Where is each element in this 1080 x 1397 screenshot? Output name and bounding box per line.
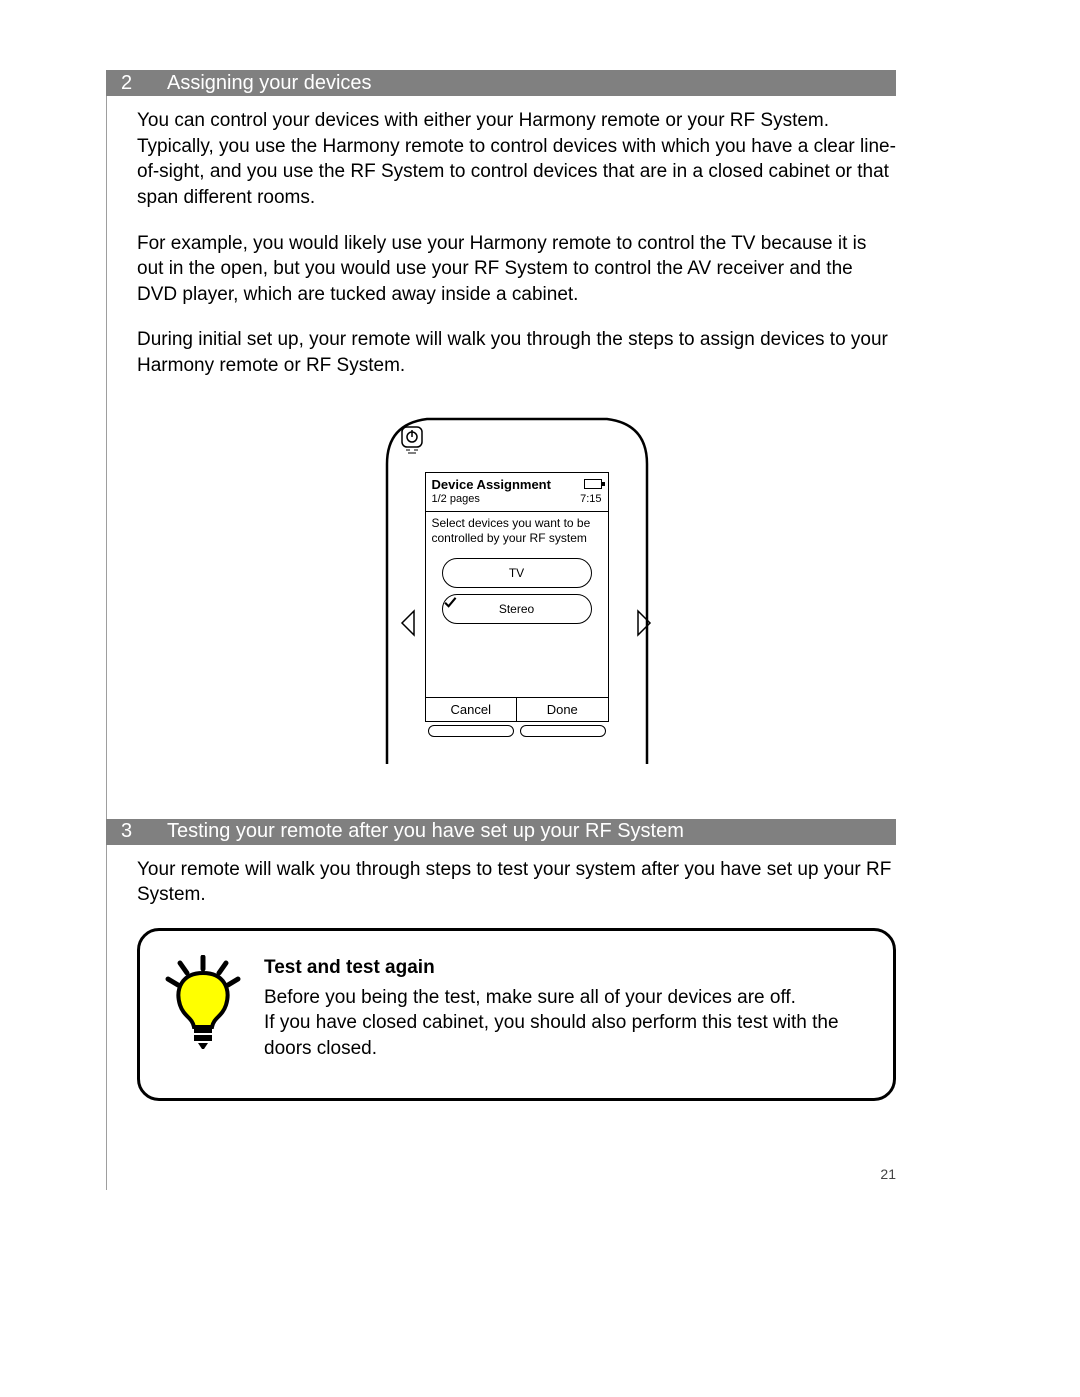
page-number: 21: [880, 1166, 896, 1182]
device-option-2[interactable]: Stereo: [442, 594, 592, 624]
section-3-title: Testing your remote after you have set u…: [167, 820, 684, 843]
screen-instruction: Select devices you want to be controlled…: [426, 512, 608, 552]
tip-text: Test and test again Before you being the…: [264, 955, 873, 1062]
page-content: 2 Assigning your devices You can control…: [106, 70, 896, 1190]
device-option-1-label: TV: [509, 566, 524, 580]
tip-box: Test and test again Before you being the…: [137, 928, 896, 1101]
chevron-left-icon: [399, 609, 417, 637]
power-icon: [401, 426, 423, 454]
section-2-paragraph-1: You can control your devices with either…: [137, 108, 896, 211]
section-3-paragraph-1: Your remote will walk you through steps …: [137, 857, 896, 908]
softkey-left[interactable]: [428, 725, 514, 737]
softkey-buttons: [426, 725, 608, 737]
section-3-header: 3 Testing your remote after you have set…: [106, 819, 896, 845]
section-2-number: 2: [121, 72, 167, 95]
screen-title: Device Assignment: [432, 477, 551, 492]
tip-line-1: Before you being the test, make sure all…: [264, 985, 873, 1011]
lightbulb-icon: [160, 955, 246, 1056]
tip-title: Test and test again: [264, 955, 873, 981]
remote-illustration: Device Assignment 1/2 pages 7:15 Select …: [137, 414, 896, 764]
section-2-paragraph-2: For example, you would likely use your H…: [137, 231, 896, 308]
device-option-2-label: Stereo: [499, 602, 534, 616]
cancel-button[interactable]: Cancel: [426, 698, 518, 721]
remote-screen: Device Assignment 1/2 pages 7:15 Select …: [425, 472, 609, 722]
done-button[interactable]: Done: [517, 698, 608, 721]
screen-pages: 1/2 pages: [432, 493, 480, 505]
section-3-number: 3: [121, 820, 167, 843]
device-option-1[interactable]: TV: [442, 558, 592, 588]
chevron-right-icon: [635, 609, 653, 637]
battery-icon: [584, 479, 602, 489]
screen-header: Device Assignment 1/2 pages 7:15: [426, 473, 608, 512]
section-2-paragraph-3: During initial set up, your remote will …: [137, 327, 896, 378]
tip-line-2: If you have closed cabinet, you should a…: [264, 1010, 873, 1061]
check-icon: [443, 595, 457, 609]
softkey-right[interactable]: [520, 725, 606, 737]
screen-bottom-buttons: Cancel Done: [426, 697, 608, 721]
remote-device: Device Assignment 1/2 pages 7:15 Select …: [357, 414, 677, 764]
screen-time: 7:15: [580, 493, 601, 505]
section-2-title: Assigning your devices: [167, 72, 372, 95]
section-2-header: 2 Assigning your devices: [106, 70, 896, 96]
